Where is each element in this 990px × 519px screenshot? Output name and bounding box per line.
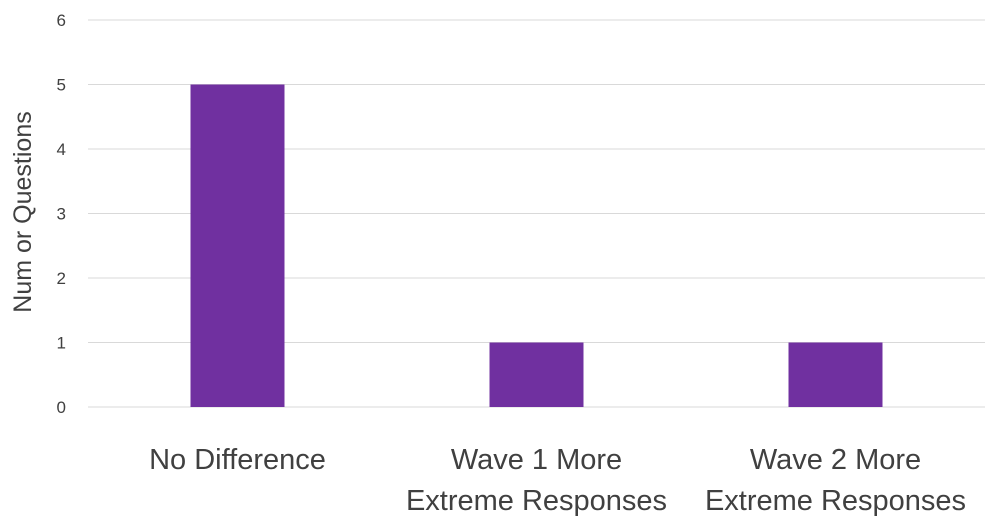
y-tick-label: 2: [57, 269, 66, 288]
y-axis-title: Num or Questions: [9, 111, 37, 312]
y-tick-label: 0: [57, 398, 66, 417]
bars: [190, 84, 883, 407]
x-axis-labels: No Difference Wave 1 More Extreme Response…: [149, 444, 966, 517]
x-category-label-line: No Difference: [149, 444, 326, 476]
x-category-label-line: Wave 2 More: [750, 444, 921, 476]
x-category-label: No Difference: [149, 444, 326, 476]
x-category-label-line: Wave 1 More: [451, 444, 622, 476]
bar: [489, 342, 584, 407]
x-category-label: Wave 2 More Extreme Responses: [705, 444, 966, 517]
x-category-label: Wave 1 More Extreme Responses: [406, 444, 667, 517]
y-tick-label: 5: [57, 76, 66, 95]
bar: [190, 84, 285, 407]
y-tick-label: 1: [57, 334, 66, 353]
x-category-label-line: Extreme Responses: [705, 485, 966, 517]
y-axis-ticks: 0 1 2 3 4 5 6: [57, 11, 66, 417]
y-tick-label: 6: [57, 11, 66, 30]
bar: [788, 342, 883, 407]
y-tick-label: 4: [57, 140, 66, 159]
x-category-label-line: Extreme Responses: [406, 485, 667, 517]
y-tick-label: 3: [57, 205, 66, 224]
